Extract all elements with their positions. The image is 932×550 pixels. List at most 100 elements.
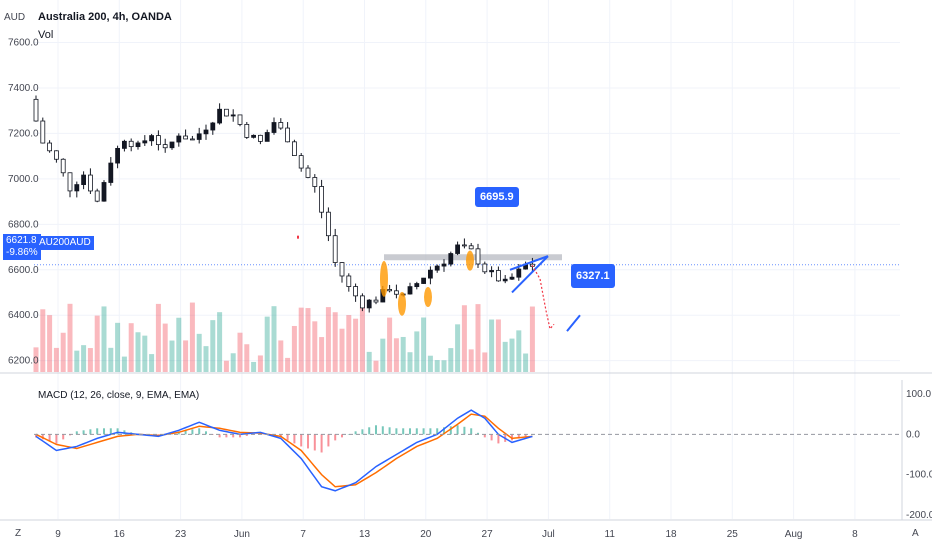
macd-hist-bar-67 — [490, 434, 493, 441]
candle-body-49 — [366, 299, 372, 309]
time-tick-label-1: 16 — [114, 529, 126, 540]
highlight-mark-2 — [424, 287, 432, 308]
macd-hist-bar-50 — [375, 425, 377, 435]
candle-body-7 — [81, 174, 86, 185]
candle-body-38 — [291, 141, 297, 156]
volume-bar-46 — [346, 315, 352, 372]
volume-bar-63 — [461, 305, 467, 372]
macd-hist-bar-47 — [354, 431, 357, 435]
macd-hist-bar-2 — [48, 434, 51, 442]
candle-body-0 — [33, 98, 39, 122]
volume-bar-27 — [217, 312, 223, 372]
time-tick-label-13: 8 — [852, 529, 858, 540]
candle-body-67 — [489, 270, 495, 273]
macd-hist-bar-23 — [191, 429, 194, 435]
macd-tick-label-1: 0.0 — [906, 429, 920, 440]
chart-title[interactable]: Australia 200, 4h, OANDA — [38, 11, 172, 23]
macd-hist-bar-31 — [245, 434, 248, 436]
volume-bar-51 — [380, 338, 386, 372]
volume-bar-44 — [332, 312, 338, 372]
candle-body-26 — [210, 122, 216, 131]
macd-signal-line — [35, 413, 533, 488]
macd-hist-bar-4 — [62, 434, 65, 440]
volume-bar-3 — [53, 347, 59, 372]
chart-grid — [34, 0, 900, 519]
macd-hist-bar-71 — [517, 434, 520, 439]
candle-body-36 — [278, 122, 284, 129]
volume-bar-68 — [495, 319, 501, 372]
high-callout[interactable]: 6695.9 — [475, 187, 519, 207]
price-axis-ticks[interactable]: 7600.0 7400.0 7200.0 7000.0 6800.0 6600.0 6400… — [8, 38, 39, 367]
time-tick-label-7: 27 — [482, 529, 494, 540]
macd-hist-bar-46 — [347, 434, 350, 435]
time-tick-label-12: Aug — [785, 529, 803, 540]
wedge-upper-line — [509, 255, 549, 271]
macd-hist-bar-44 — [334, 434, 337, 441]
candle-body-44 — [332, 235, 338, 263]
last-price-value: 6621.8 — [6, 235, 37, 246]
price-tick-label-3: 7000.0 — [8, 174, 39, 185]
candle-body-12 — [115, 147, 120, 164]
macd-hist-bar-7 — [82, 430, 85, 435]
macd-hist-bar-59 — [436, 428, 439, 435]
candle-body-56 — [414, 283, 420, 288]
volume-bar-42 — [319, 337, 325, 372]
auto-scale-left-button[interactable]: Z — [15, 528, 22, 539]
volume-bar-28 — [223, 360, 229, 372]
volume-bar-57 — [421, 317, 427, 372]
volume-bar-47 — [353, 318, 359, 372]
rising-wedge-drawing[interactable] — [509, 255, 549, 294]
price-tick-label-0: 7600.0 — [8, 38, 39, 49]
macd-hist-bar-52 — [388, 427, 391, 435]
projection-dotted-path — [531, 264, 555, 331]
candle-body-9 — [94, 190, 100, 202]
candle-body-40 — [305, 167, 311, 178]
macd-axis-ticks[interactable]: 100.0 0.0 -100.0 -200.0 — [906, 389, 932, 521]
axes — [0, 372, 932, 521]
volume-bar-43 — [325, 307, 331, 372]
candle-body-47 — [353, 286, 359, 297]
auto-scale-right-button[interactable]: A — [912, 528, 919, 539]
volume-label[interactable]: Vol — [38, 29, 54, 41]
volume-bar-20 — [169, 340, 175, 372]
macd-hist-bar-30 — [239, 434, 241, 438]
time-axis-ticks[interactable]: 9 16 23 Jun 7 13 20 27 Jul 11 18 25 Aug 8 — [55, 529, 858, 540]
projection-path[interactable] — [531, 264, 581, 332]
volume-bar-70 — [509, 338, 515, 372]
candle-body-25 — [203, 129, 209, 135]
macd-tick-label-2: -100.0 — [906, 470, 932, 481]
volume-bar-50 — [373, 360, 379, 372]
candle-body-23 — [189, 138, 195, 141]
macd-label[interactable]: MACD (12, 26, close, 9, EMA, EMA) — [38, 390, 200, 401]
volume-bar-11 — [108, 347, 114, 372]
highlight-mark-0 — [380, 260, 388, 297]
volume-bar-7 — [81, 345, 87, 372]
volume-bar-14 — [128, 323, 134, 372]
candle-body-16 — [142, 140, 148, 144]
volume-bar-56 — [414, 331, 420, 372]
target-callout[interactable]: 6327.1 — [571, 264, 615, 288]
volume-bar-35 — [271, 306, 277, 372]
candle-body-18 — [155, 135, 161, 146]
volume-bar-21 — [176, 317, 182, 372]
macd-lines — [35, 409, 533, 492]
macd-hist-bar-38 — [293, 434, 296, 444]
candle-body-24 — [196, 133, 202, 140]
macd-hist-bar-57 — [422, 428, 425, 435]
candle-body-64 — [468, 245, 474, 250]
volume-bar-16 — [142, 335, 148, 372]
volume-bar-24 — [196, 333, 202, 372]
time-tick-label-10: 18 — [665, 529, 677, 540]
macd-hist-bar-43 — [327, 434, 330, 447]
candle-body-21 — [176, 135, 182, 143]
volume-bar-37 — [285, 357, 291, 372]
volume-bar-64 — [468, 349, 474, 372]
volume-bar-6 — [74, 350, 80, 372]
macd-hist-bar-58 — [429, 428, 432, 435]
macd-main-line — [35, 409, 533, 492]
candle-body-33 — [257, 134, 263, 142]
macd-hist-bar-62 — [456, 425, 459, 435]
volume-bar-33 — [257, 355, 263, 372]
macd-hist-bar-24 — [198, 428, 201, 435]
